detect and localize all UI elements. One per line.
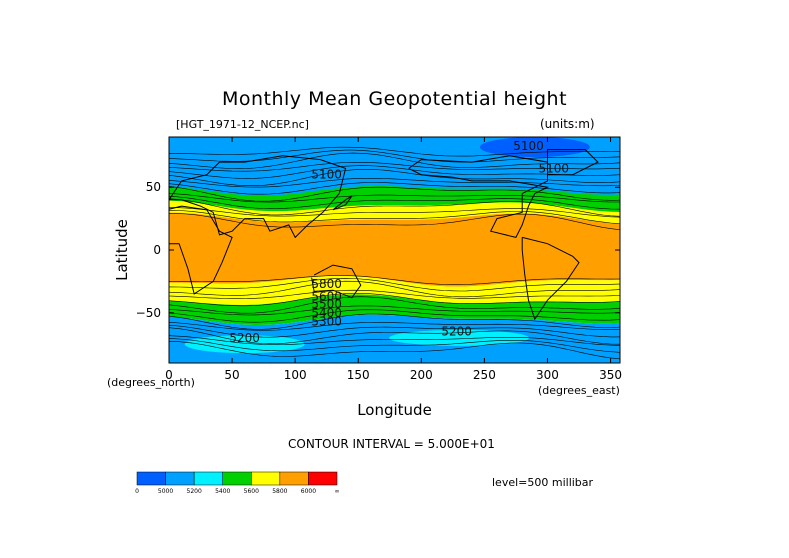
colorbar-swatch (308, 471, 338, 486)
low-north-pole (479, 137, 590, 158)
coastline-3 (408, 155, 550, 238)
contour-line-13 (169, 209, 620, 225)
colorbar: 0 5000 5200 5400 5600 5800 6000 ∞ (135, 471, 340, 495)
contour-line-9 (169, 193, 620, 203)
colorbar-label: 5200 (187, 488, 202, 495)
contour-label: 5200 (441, 325, 472, 339)
contour-line-18 (169, 289, 620, 299)
x-tick-label: 300 (536, 368, 559, 382)
contour-line-15 (169, 275, 620, 285)
colorbar-swatch (136, 471, 166, 486)
coastline-5 (547, 149, 599, 176)
contour-line-23 (169, 313, 620, 330)
band-2 (169, 200, 620, 230)
contour-label: 5600 (311, 289, 342, 303)
colorbar-label: ∞ (335, 488, 340, 495)
contour-label: 5300 (311, 315, 342, 329)
level-text: level=500 millibar (492, 476, 594, 489)
colorbar-label: 0 (135, 488, 139, 495)
contour-line-2 (169, 152, 620, 169)
colorbar-label: 5400 (215, 488, 230, 495)
x-tick-label: 50 (224, 368, 239, 382)
colorbar-label: 5800 (272, 488, 287, 495)
colorbar-label: 5600 (244, 488, 259, 495)
colorbar-swatch (222, 471, 252, 486)
contour-line-29 (169, 341, 620, 360)
band-3 (169, 212, 620, 287)
plot-area (169, 137, 620, 363)
y-axis-ticks: −50 0 50 (136, 180, 620, 320)
x-tick-label: 150 (347, 368, 370, 382)
antarctic-band-2 (389, 329, 530, 346)
x-tick-label: 200 (410, 368, 433, 382)
contour-line-11 (169, 198, 620, 217)
contour-line-14 (169, 213, 620, 231)
contour-line-20 (169, 296, 620, 314)
y-tick-label: 0 (153, 243, 161, 257)
contour-label: 5200 (229, 331, 260, 345)
contour-label: 5100 (311, 168, 342, 182)
x-axis-unit: (degrees_east) (538, 384, 620, 397)
coastlines (169, 149, 599, 321)
contour-line-1 (169, 149, 620, 163)
band-5 (169, 294, 620, 326)
band-1 (169, 186, 620, 219)
colorbar-label: 6000 (301, 488, 316, 495)
x-axis-ticks: 0 50 100 150 200 250 300 350 (165, 137, 622, 382)
contour-line-16 (169, 277, 620, 292)
contour-line-6 (169, 178, 620, 188)
coastline-0 (169, 155, 347, 239)
contour-line-27 (169, 335, 620, 346)
x-axis-title-text: Longitude (357, 401, 432, 419)
x-tick-label: 350 (599, 368, 622, 382)
x-axis-title: Longitude (0, 401, 789, 419)
contour-line-17 (169, 280, 620, 298)
contour-line-26 (169, 327, 620, 345)
colorbar-swatch (193, 471, 223, 486)
x-tick-label: 0 (165, 368, 173, 382)
colorbar-label: 5000 (158, 488, 173, 495)
coastline-6 (332, 195, 353, 211)
chart-title: Monthly Mean Geopotential height (221, 88, 568, 110)
contour-interval-text: CONTOUR INTERVAL = 5.000E+01 (288, 437, 495, 451)
y-tick-label: −50 (136, 306, 161, 320)
colorbar-swatch (165, 471, 195, 486)
contour-line-22 (169, 309, 620, 323)
contour-label: 5400 (311, 306, 342, 320)
x-tick-label: 100 (284, 368, 307, 382)
contour-line-21 (169, 305, 620, 316)
y-tick-label: 50 (146, 180, 161, 194)
coastline-4 (521, 236, 580, 321)
colorbar-swatch (279, 471, 309, 486)
contour-line-19 (169, 293, 620, 307)
coastline-1 (169, 205, 233, 295)
contour-lines (169, 146, 620, 360)
colorbar-swatch (251, 471, 281, 486)
contour-line-8 (169, 186, 620, 202)
contour-label: 5800 (311, 277, 342, 291)
contour-line-24 (169, 321, 620, 331)
contour-line-28 (169, 338, 620, 353)
contour-line-12 (169, 207, 620, 218)
contour-label: 5500 (311, 297, 342, 311)
contour-line-10 (169, 195, 620, 210)
contour-line-25 (169, 324, 620, 338)
contour-line-5 (169, 169, 620, 186)
x-tick-label: 250 (473, 368, 496, 382)
units-label: (units:m) (540, 117, 595, 131)
y-axis-unit: (degrees_north) (107, 376, 195, 389)
contour-line-3 (169, 162, 620, 172)
dataset-filename: [HGT_1971-12_NCEP.nc] (176, 118, 309, 131)
contour-label: 5100 (513, 139, 544, 153)
contour-label: 5100 (538, 161, 569, 175)
coastline-2 (311, 264, 362, 299)
contour-line-0 (169, 146, 620, 157)
contour-line-7 (169, 182, 620, 195)
